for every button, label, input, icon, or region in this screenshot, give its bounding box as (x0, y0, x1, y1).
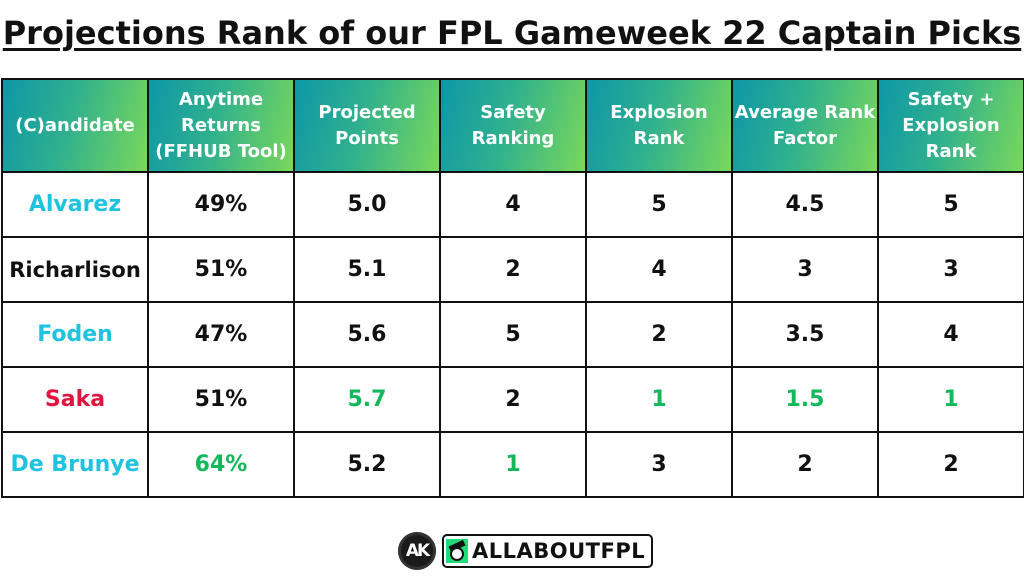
safety-ranking-cell: 2 (439, 366, 587, 433)
projected-points-cell: 5.2 (293, 431, 441, 498)
candidate-name: Alvarez (1, 171, 149, 238)
safety-explosion-rank-cell: 1 (877, 366, 1024, 433)
safety-ranking-cell: 4 (439, 171, 587, 238)
footer-logos: AK ALLABOUTFPL (398, 531, 654, 571)
ak-logo-icon: AK (398, 532, 436, 570)
safety-explosion-rank-cell: 5 (877, 171, 1024, 238)
brand-name: ALLABOUTFPL (472, 539, 646, 563)
average-rank-factor-cell: 4.5 (731, 171, 879, 238)
safety-explosion-rank-cell: 3 (877, 236, 1024, 303)
projected-points-cell: 5.0 (293, 171, 441, 238)
table-row: Foden 47% 5.6 5 2 3.5 4 (1, 301, 1024, 368)
allaboutfpl-logo: ALLABOUTFPL (442, 534, 654, 568)
explosion-rank-cell: 1 (585, 366, 733, 433)
header-projected-points: Projected Points (293, 78, 441, 173)
table-row: Alvarez 49% 5.0 4 5 4.5 5 (1, 171, 1024, 238)
header-explosion-rank: Explosion Rank (585, 78, 733, 173)
anytime-returns-cell: 47% (147, 301, 295, 368)
candidate-name: Foden (1, 301, 149, 368)
safety-ranking-cell: 2 (439, 236, 587, 303)
explosion-rank-cell: 4 (585, 236, 733, 303)
average-rank-factor-cell: 3.5 (731, 301, 879, 368)
safety-explosion-rank-cell: 4 (877, 301, 1024, 368)
header-average-rank-factor: Average Rank Factor (731, 78, 879, 173)
table-row: Saka 51% 5.7 2 1 1.5 1 (1, 366, 1024, 433)
header-safety-explosion-rank: Safety + Explosion Rank (877, 78, 1024, 173)
safety-ranking-cell: 1 (439, 431, 587, 498)
table-row: Richarlison 51% 5.1 2 4 3 3 (1, 236, 1024, 303)
candidate-name: De Brunye (1, 431, 149, 498)
table-row: De Brunye 64% 5.2 1 3 2 2 (1, 431, 1024, 498)
anytime-returns-cell: 51% (147, 366, 295, 433)
football-boot-icon (446, 539, 468, 563)
safety-ranking-cell: 5 (439, 301, 587, 368)
anytime-returns-cell: 64% (147, 431, 295, 498)
explosion-rank-cell: 5 (585, 171, 733, 238)
header-anytime-returns: Anytime Returns (FFHUB Tool) (147, 78, 295, 173)
candidate-name: Richarlison (1, 236, 149, 303)
explosion-rank-cell: 2 (585, 301, 733, 368)
anytime-returns-cell: 51% (147, 236, 295, 303)
header-safety-ranking: Safety Ranking (439, 78, 587, 173)
explosion-rank-cell: 3 (585, 431, 733, 498)
captain-picks-table: (C)andidate Anytime Returns (FFHUB Tool)… (1, 78, 1024, 498)
anytime-returns-cell: 49% (147, 171, 295, 238)
average-rank-factor-cell: 2 (731, 431, 879, 498)
projected-points-cell: 5.1 (293, 236, 441, 303)
average-rank-factor-cell: 3 (731, 236, 879, 303)
projected-points-cell: 5.6 (293, 301, 441, 368)
header-candidate: (C)andidate (1, 78, 149, 173)
projected-points-cell: 5.7 (293, 366, 441, 433)
safety-explosion-rank-cell: 2 (877, 431, 1024, 498)
header-row: (C)andidate Anytime Returns (FFHUB Tool)… (1, 78, 1024, 173)
candidate-name: Saka (1, 366, 149, 433)
average-rank-factor-cell: 1.5 (731, 366, 879, 433)
page-title: Projections Rank of our FPL Gameweek 22 … (2, 14, 1022, 52)
